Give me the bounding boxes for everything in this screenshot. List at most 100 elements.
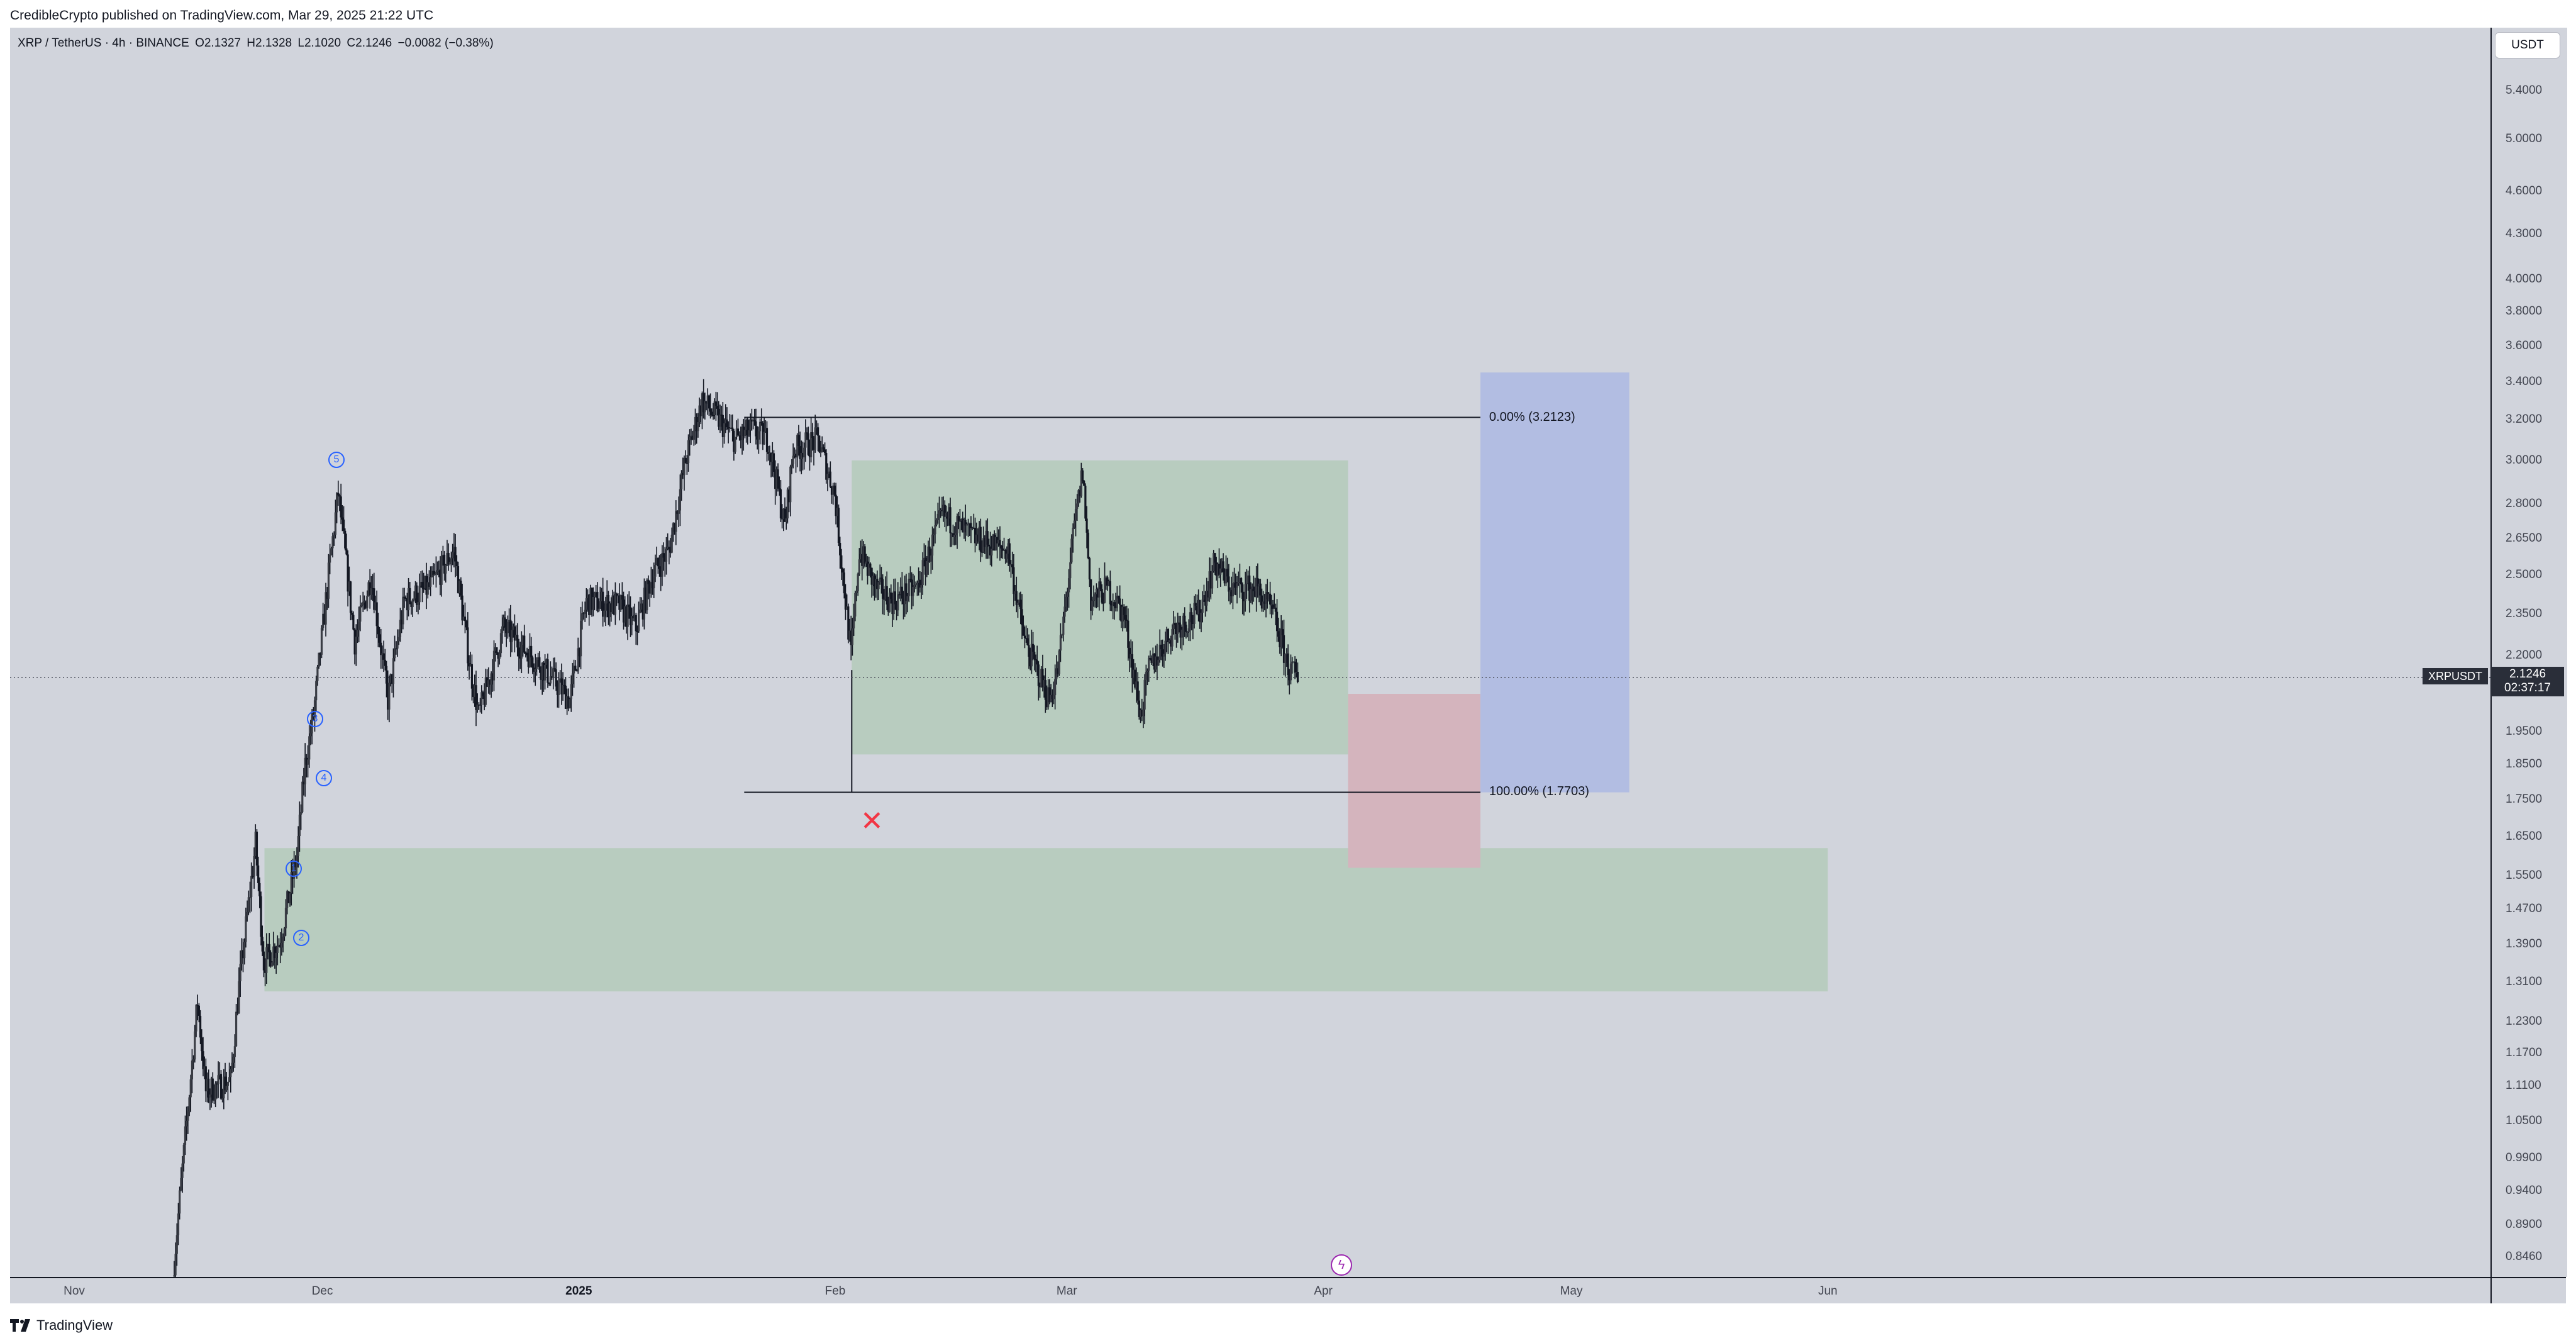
candle-body[interactable] <box>662 553 665 558</box>
candle-body[interactable] <box>1295 671 1297 673</box>
candle-body[interactable] <box>186 1120 188 1127</box>
candle-body[interactable] <box>242 950 245 959</box>
candle-body[interactable] <box>1168 640 1171 642</box>
candle-body[interactable] <box>740 435 742 440</box>
candle-body[interactable] <box>1025 638 1028 639</box>
candle-body[interactable] <box>218 1074 221 1076</box>
candle-body[interactable] <box>624 606 626 623</box>
candle-body[interactable] <box>692 430 695 440</box>
candle-body[interactable] <box>355 637 357 655</box>
candle-body[interactable] <box>272 946 275 963</box>
candle-body[interactable] <box>1031 644 1035 652</box>
candle-body[interactable] <box>1109 581 1111 605</box>
candle-body[interactable] <box>855 591 858 593</box>
candle-body[interactable] <box>1112 602 1114 606</box>
candle-body[interactable] <box>545 659 548 665</box>
candle-body[interactable] <box>651 582 654 589</box>
candle-body[interactable] <box>418 586 421 603</box>
candle-body[interactable] <box>440 555 443 585</box>
candle-body[interactable] <box>749 419 752 431</box>
candle-body[interactable] <box>875 579 877 586</box>
candle-body[interactable] <box>526 652 528 655</box>
candle-body[interactable] <box>1113 602 1116 606</box>
candle-body[interactable] <box>979 527 982 552</box>
candle-body[interactable] <box>680 472 683 489</box>
candle-body[interactable] <box>1026 638 1029 645</box>
candle-body[interactable] <box>714 401 718 406</box>
candle-body[interactable] <box>880 577 883 579</box>
candle-body[interactable] <box>1222 561 1224 572</box>
candle-body[interactable] <box>794 454 797 458</box>
candle-body[interactable] <box>431 571 433 577</box>
candle-body[interactable] <box>728 428 731 429</box>
candle-body[interactable] <box>808 454 811 457</box>
candle-body[interactable] <box>1259 583 1262 596</box>
candle-body[interactable] <box>668 547 670 550</box>
candle-body[interactable] <box>367 582 370 596</box>
candle-body[interactable] <box>803 447 806 458</box>
stop-zone[interactable] <box>1348 694 1480 868</box>
candle-body[interactable] <box>694 416 697 431</box>
candle-body[interactable] <box>189 1079 192 1098</box>
candle-body[interactable] <box>1037 664 1040 686</box>
candle-body[interactable] <box>359 606 362 622</box>
candle-body[interactable] <box>232 1057 235 1063</box>
candle-body[interactable] <box>706 395 709 404</box>
candle-body[interactable] <box>921 560 924 586</box>
candle-body[interactable] <box>441 554 444 556</box>
candle-body[interactable] <box>943 504 946 517</box>
candle-body[interactable] <box>596 591 599 611</box>
candle-body[interactable] <box>573 666 575 674</box>
candle-body[interactable] <box>188 1097 191 1112</box>
candle-body[interactable] <box>858 559 860 574</box>
candle-body[interactable] <box>246 911 248 917</box>
candle-body[interactable] <box>428 582 431 587</box>
candle-body[interactable] <box>344 530 347 549</box>
candle-body[interactable] <box>621 595 623 600</box>
candle-body[interactable] <box>230 1069 232 1078</box>
candle-body[interactable] <box>650 582 652 594</box>
candle-body[interactable] <box>395 648 397 650</box>
candle-body[interactable] <box>1202 594 1205 600</box>
candle-body[interactable] <box>1021 609 1023 625</box>
candle-body[interactable] <box>567 696 570 708</box>
candle-body[interactable] <box>902 598 905 605</box>
candle-body[interactable] <box>489 680 491 685</box>
candle-body[interactable] <box>711 411 713 415</box>
candle-body[interactable] <box>1006 554 1008 559</box>
candle-body[interactable] <box>933 534 935 535</box>
candle-body[interactable] <box>1250 589 1252 601</box>
candle-body[interactable] <box>192 1059 195 1061</box>
candle-body[interactable] <box>908 578 910 596</box>
candle-body[interactable] <box>743 430 747 437</box>
candle-body[interactable] <box>460 581 462 596</box>
candle-body[interactable] <box>923 557 926 560</box>
candle-body[interactable] <box>792 455 794 464</box>
candle-body[interactable] <box>972 527 975 529</box>
candle-body[interactable] <box>523 635 526 653</box>
candle-body[interactable] <box>1015 591 1018 605</box>
candle-body[interactable] <box>904 583 906 605</box>
candle-body[interactable] <box>1164 640 1167 654</box>
candle-body[interactable] <box>1000 545 1002 549</box>
candle-body[interactable] <box>1099 581 1102 589</box>
candle-body[interactable] <box>799 446 801 459</box>
candle-body[interactable] <box>928 546 931 562</box>
candle-body[interactable] <box>774 471 777 489</box>
candle-body[interactable] <box>174 1254 177 1276</box>
candle-body[interactable] <box>308 736 311 760</box>
candle-body[interactable] <box>1080 470 1082 496</box>
candle-body[interactable] <box>527 655 530 667</box>
candle-body[interactable] <box>905 583 908 601</box>
candle-body[interactable] <box>534 669 536 672</box>
candle-body[interactable] <box>723 423 726 437</box>
candle-body[interactable] <box>1103 577 1106 603</box>
candle-body[interactable] <box>658 566 661 569</box>
candle-body[interactable] <box>1041 669 1044 688</box>
candle-body[interactable] <box>677 510 680 514</box>
candle-body[interactable] <box>713 401 716 416</box>
candle-body[interactable] <box>626 605 629 627</box>
candle-body[interactable] <box>316 666 319 681</box>
candle-body[interactable] <box>247 897 250 912</box>
candle-body[interactable] <box>1059 635 1062 651</box>
